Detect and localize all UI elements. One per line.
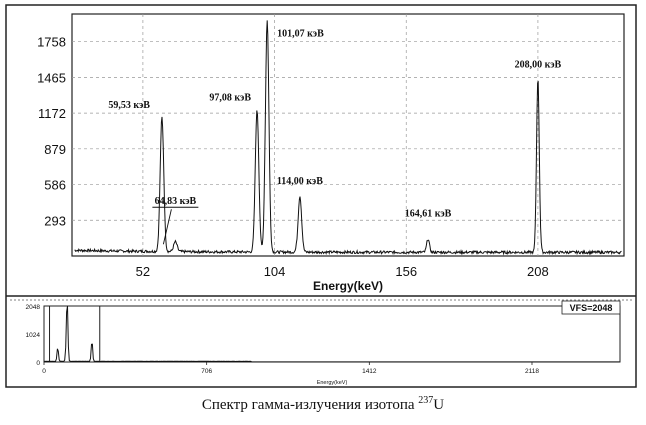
- x-tick-label: 52: [136, 264, 150, 279]
- peak-annotation-label: 59,53 кэВ: [108, 100, 150, 111]
- main-chart: 293 586 879 1172 1465 1758 52 104 156 208 59,53 …: [37, 14, 624, 293]
- overview-y-tick-label: 0: [36, 360, 40, 367]
- y-tick-label: 586: [44, 178, 66, 193]
- overview-x-tick-label: 2118: [525, 368, 539, 375]
- caption-isotope-mass: 237: [418, 395, 433, 406]
- overview-plot-area: [44, 306, 620, 362]
- peak-annotation-label: 208,00 кэВ: [515, 60, 562, 71]
- vfs-label: VFS=2048: [570, 303, 613, 313]
- y-tick-label: 1465: [37, 70, 66, 85]
- x-tick-label: 208: [527, 264, 549, 279]
- overview-y-tick-label: 1024: [26, 332, 41, 339]
- overview-x-tick-label: 0: [42, 368, 46, 375]
- peak-annotation-label: 97,08 кэВ: [209, 93, 251, 104]
- y-tick-label: 1758: [37, 35, 66, 50]
- main-plot-area: [72, 14, 624, 256]
- caption-element: U: [433, 397, 444, 413]
- main-x-axis-label: Energy(keV): [313, 279, 383, 293]
- x-tick-label: 104: [264, 264, 286, 279]
- peak-annotation-label: 114,00 кэВ: [277, 176, 323, 187]
- peak-annotation-label: 64,83 кэВ: [155, 196, 197, 207]
- caption-text: Спектр гамма-излучения изотопа: [202, 397, 418, 413]
- peak-annotation-label: 164,61 кэВ: [405, 209, 452, 220]
- x-tick-label: 156: [395, 264, 417, 279]
- overview-x-axis-label: Energy(keV): [317, 380, 348, 386]
- vfs-label-box: VFS=2048: [562, 301, 620, 314]
- y-tick-label: 879: [44, 142, 66, 157]
- overview-x-tick-label: 706: [201, 368, 212, 375]
- figure-caption: Спектр гамма-излучения изотопа 237U: [0, 395, 646, 414]
- peak-annotation-label: 101,07 кэВ: [277, 28, 324, 39]
- overview-y-tick-label: 2048: [26, 304, 41, 311]
- y-tick-label: 1172: [38, 106, 66, 121]
- overview-x-tick-label: 1412: [362, 368, 377, 375]
- y-tick-label: 293: [44, 213, 66, 228]
